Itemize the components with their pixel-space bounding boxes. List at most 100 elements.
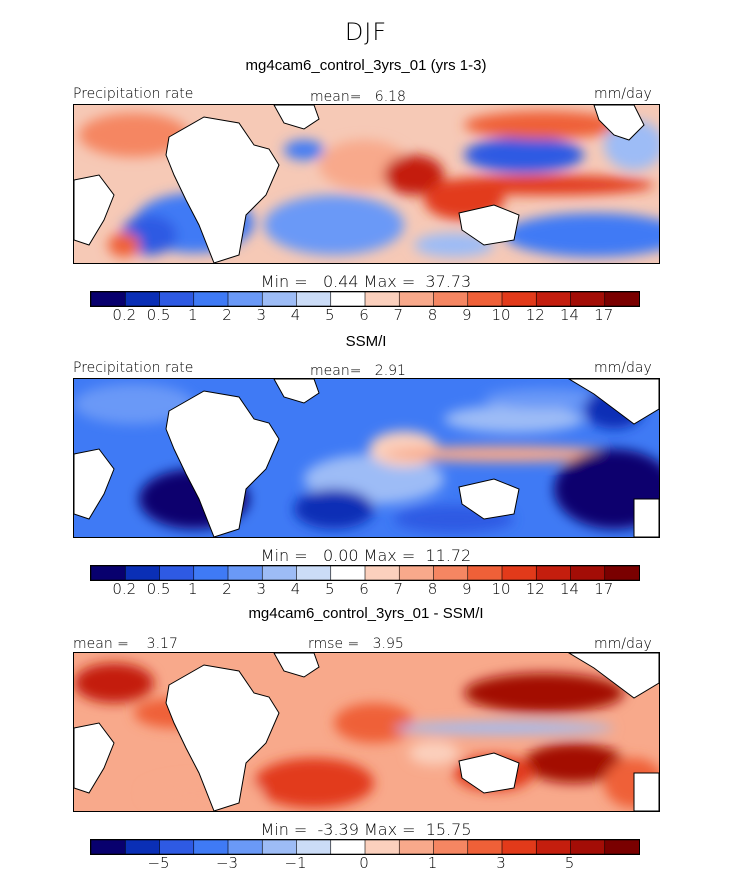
panel-3-colorbar (90, 839, 640, 855)
colorbar-swatch (91, 840, 127, 854)
panel-2-mean-label: mean= 2.91 (310, 363, 406, 379)
panel-1-map-canvas (74, 105, 659, 263)
colorbar-tick-label: 6 (359, 306, 369, 324)
colorbar-tick-label: 10 (491, 306, 511, 324)
colorbar-swatch (364, 840, 401, 854)
colorbar-tick-label: 2 (222, 580, 232, 598)
colorbar-swatch (330, 566, 366, 580)
colorbar-tick-label: 5 (564, 854, 575, 872)
colorbar-swatch (398, 292, 435, 306)
panel-2-min-max: Min = 0.00 Max = 11.72 (260, 546, 472, 565)
colorbar-tick-label: 9 (461, 306, 472, 324)
colorbar-tick-label: 8 (427, 306, 438, 324)
colorbar-swatch (124, 840, 161, 854)
colorbar-swatch (227, 292, 264, 306)
panel-3-rmse-label: rmse = 3.95 (308, 636, 404, 652)
colorbar-swatch (124, 566, 161, 580)
colorbar-swatch (159, 566, 195, 580)
colorbar-swatch (467, 566, 503, 580)
panel-1-units-label: mm/day (594, 86, 652, 102)
colorbar-tick-label: 3 (256, 580, 267, 598)
colorbar-swatch (330, 840, 366, 854)
colorbar-swatch (433, 566, 469, 580)
colorbar-tick-label: 0.5 (146, 306, 171, 324)
panel-3-colorbar-ticks: −5 −3 −1 0 1 3 5 (90, 854, 638, 874)
colorbar-swatch (535, 840, 572, 854)
panel-1-min-max: Min = 0.44 Max = 37.73 (260, 272, 472, 291)
colorbar-swatch (398, 566, 435, 580)
colorbar-tick-label: −1 (284, 854, 307, 872)
colorbar-swatch (467, 292, 503, 306)
colorbar-swatch (433, 840, 469, 854)
colorbar-swatch (261, 566, 298, 580)
colorbar-tick-label: 1 (187, 306, 198, 324)
colorbar-tick-label: 7 (393, 580, 404, 598)
colorbar-swatch (193, 566, 229, 580)
colorbar-swatch (227, 840, 264, 854)
colorbar-tick-label: 17 (594, 580, 614, 598)
colorbar-tick-label: 0.2 (112, 306, 137, 324)
colorbar-swatch (570, 292, 606, 306)
panel-2-map-canvas (74, 379, 659, 537)
colorbar-swatch (501, 566, 538, 580)
colorbar-tick-label: 1 (427, 854, 438, 872)
colorbar-swatch (570, 566, 606, 580)
colorbar-swatch (227, 566, 264, 580)
colorbar-tick-label: −5 (147, 854, 170, 872)
colorbar-tick-label: 8 (427, 580, 438, 598)
panel-2-units-label: mm/day (594, 360, 652, 376)
colorbar-swatch (433, 292, 469, 306)
colorbar-swatch (296, 840, 332, 854)
colorbar-swatch (398, 840, 435, 854)
colorbar-swatch (91, 566, 127, 580)
colorbar-swatch (467, 840, 503, 854)
colorbar-swatch (535, 292, 572, 306)
colorbar-tick-label: 3 (256, 306, 267, 324)
panel-2-title: SSM/I (345, 333, 387, 350)
colorbar-swatch (604, 292, 639, 306)
panel-2-colorbar (90, 565, 640, 581)
colorbar-tick-label: 9 (461, 580, 472, 598)
colorbar-swatch (124, 292, 161, 306)
colorbar-tick-label: 5 (324, 306, 335, 324)
colorbar-swatch (604, 566, 639, 580)
colorbar-tick-label: 12 (525, 580, 545, 598)
colorbar-tick-label: 2 (222, 306, 232, 324)
colorbar-tick-label: 10 (491, 580, 511, 598)
colorbar-swatch (364, 566, 401, 580)
colorbar-swatch (330, 292, 366, 306)
colorbar-swatch (296, 566, 332, 580)
colorbar-swatch (193, 840, 229, 854)
colorbar-swatch (261, 840, 298, 854)
panel-2-map (73, 378, 660, 538)
colorbar-tick-label: 12 (525, 306, 545, 324)
colorbar-tick-label: 0.5 (146, 580, 171, 598)
panel-1-map (73, 104, 660, 264)
colorbar-tick-label: 6 (359, 580, 369, 598)
panel-1-title: mg4cam6_control_3yrs_01 (yrs 1-3) (245, 57, 487, 74)
colorbar-tick-label: 3 (496, 854, 506, 872)
panel-3-min-max: Min = -3.39 Max = 15.75 (260, 820, 472, 839)
panel-1-mean-label: mean= 6.18 (310, 89, 406, 105)
panel-1-variable-label: Precipitation rate (73, 86, 194, 102)
season-title: DJF (344, 18, 388, 46)
colorbar-swatch (364, 292, 401, 306)
colorbar-tick-label: 7 (393, 306, 404, 324)
colorbar-tick-label: 1 (187, 580, 198, 598)
panel-1-colorbar-ticks: 0.2 0.5 1 2 3 4 5 6 7 8 9 10 12 14 17 (90, 306, 638, 326)
colorbar-swatch (193, 292, 229, 306)
panel-3-title: mg4cam6_control_3yrs_01 - SSM/I (248, 605, 484, 622)
colorbar-swatch (296, 292, 332, 306)
panel-3-mean-label: mean = 3.17 (73, 636, 178, 652)
colorbar-tick-label: 17 (594, 306, 614, 324)
colorbar-tick-label: 4 (290, 580, 301, 598)
colorbar-swatch (501, 840, 538, 854)
colorbar-tick-label: 5 (324, 580, 335, 598)
colorbar-swatch (261, 292, 298, 306)
colorbar-swatch (91, 292, 127, 306)
colorbar-tick-label: −3 (215, 854, 239, 872)
colorbar-tick-label: 0 (359, 854, 369, 872)
colorbar-swatch (501, 292, 538, 306)
colorbar-swatch (604, 840, 639, 854)
colorbar-swatch (570, 840, 606, 854)
